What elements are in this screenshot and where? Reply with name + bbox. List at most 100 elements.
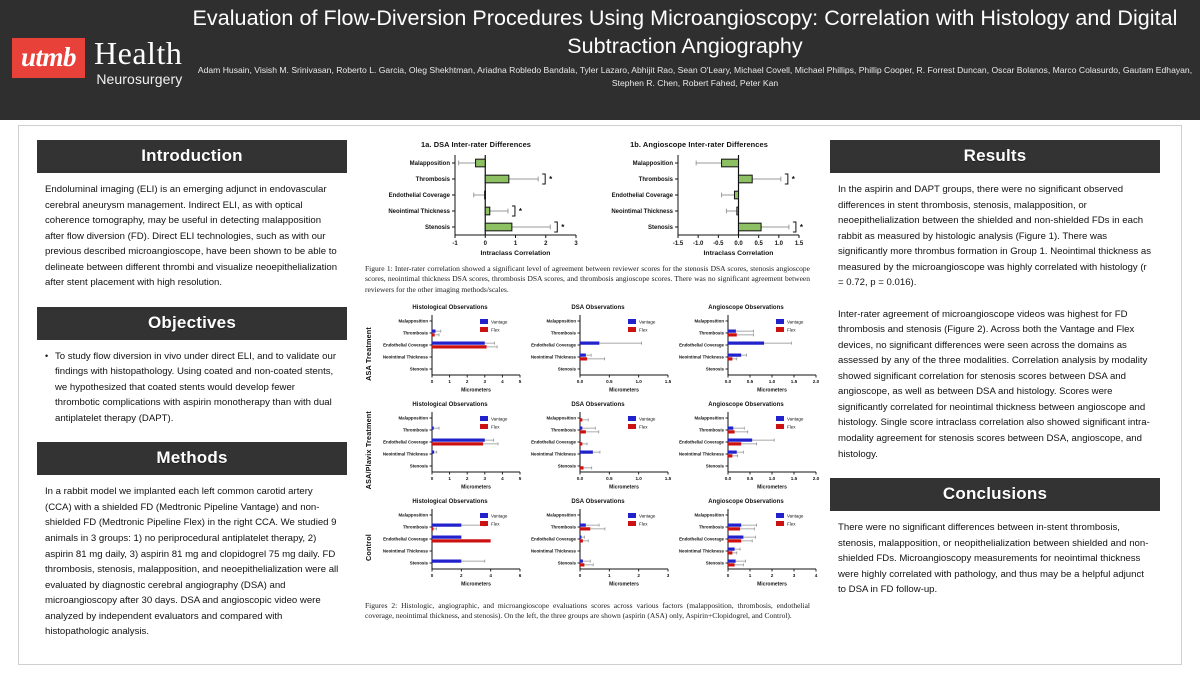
- chart-fig1b: 1b. Angioscope Inter-rater Differences M…: [592, 140, 807, 259]
- svg-text:Flex: Flex: [491, 328, 500, 333]
- section-body-results-p2: Inter-rater agreement of microangioscope…: [838, 308, 1150, 460]
- svg-text:Malapposition: Malapposition: [546, 416, 576, 421]
- svg-text:Flex: Flex: [787, 328, 796, 333]
- svg-text:Stenosis: Stenosis: [410, 561, 429, 566]
- svg-text:Micrometers: Micrometers: [609, 582, 639, 588]
- svg-text:2.0: 2.0: [813, 379, 820, 384]
- svg-text:Stenosis: Stenosis: [558, 464, 577, 469]
- svg-text:Flex: Flex: [787, 522, 796, 527]
- svg-text:Intraclass Correlation: Intraclass Correlation: [703, 250, 773, 257]
- svg-text:3: 3: [574, 241, 578, 247]
- chart-svg-control-dsa: Malapposition Thrombosis Endothelial Cover…: [531, 509, 670, 588]
- chart-svg-asaplavix-histological: Malapposition Thrombosis Endothelial Cover…: [383, 412, 522, 491]
- chart-svg-asaplavix-angioscope: Malapposition Thrombosis Endothelial Cover…: [679, 412, 820, 491]
- figure2-row-asaplavix: ASA/Plavix Treatment Histological Observ…: [361, 402, 820, 499]
- svg-text:0.5: 0.5: [606, 379, 613, 384]
- svg-text:0.0: 0.0: [734, 241, 743, 247]
- svg-text:*: *: [561, 223, 565, 232]
- svg-text:2: 2: [771, 573, 774, 578]
- svg-text:0: 0: [579, 573, 582, 578]
- chart-title-asa-dsa: DSA Observations: [571, 305, 625, 312]
- svg-text:Endothelial Coverage: Endothelial Coverage: [383, 343, 428, 348]
- svg-text:1.5: 1.5: [791, 379, 798, 384]
- svg-text:Malapposition: Malapposition: [694, 513, 724, 518]
- svg-text:Endothelial Coverage: Endothelial Coverage: [383, 440, 428, 445]
- svg-text:Thrombosis: Thrombosis: [403, 331, 429, 336]
- poster-header: utmb Health Neurosurgery Evaluation of F…: [0, 0, 1200, 120]
- row-label-control-text: Control: [364, 534, 373, 561]
- svg-text:1.0: 1.0: [635, 476, 642, 481]
- svg-text:1.0: 1.0: [774, 241, 783, 247]
- chart-cell-asaplavix-histological: Histological Observations Malapposition T…: [376, 402, 524, 499]
- svg-text:0.0: 0.0: [577, 476, 584, 481]
- svg-text:1.5: 1.5: [791, 476, 798, 481]
- row-label-asaplavix: ASA/Plavix Treatment: [361, 402, 376, 499]
- row-label-asaplavix-text: ASA/Plavix Treatment: [364, 411, 373, 490]
- svg-text:-0.5: -0.5: [713, 241, 724, 247]
- svg-text:Flex: Flex: [639, 425, 648, 430]
- svg-text:Flex: Flex: [639, 328, 648, 333]
- svg-text:Endothelial Coverage: Endothelial Coverage: [383, 537, 428, 542]
- svg-text:1: 1: [749, 573, 752, 578]
- chart-svg-control-angioscope: Malapposition Thrombosis Endothelial Cover…: [679, 509, 818, 588]
- section-heading-introduction: Introduction: [37, 140, 347, 173]
- svg-text:-1: -1: [452, 241, 458, 247]
- svg-text:0.0: 0.0: [725, 476, 732, 481]
- svg-text:Micrometers: Micrometers: [757, 582, 787, 588]
- svg-text:1.5: 1.5: [794, 241, 803, 247]
- svg-text:0.0: 0.0: [725, 379, 732, 384]
- chart-title-control-histological: Histological Observations: [412, 499, 488, 506]
- svg-text:Stenosis: Stenosis: [410, 367, 429, 372]
- chart-svg-asa-angioscope: Malapposition Thrombosis Endothelial Cover…: [679, 315, 820, 394]
- svg-text:Endothelial Coverage: Endothelial Coverage: [679, 343, 724, 348]
- svg-text:Endothelial Coverage: Endothelial Coverage: [388, 193, 450, 199]
- svg-text:Neointimal Thickness: Neointimal Thickness: [679, 452, 725, 457]
- logo-department-label: Neurosurgery: [96, 71, 183, 88]
- svg-text:1.0: 1.0: [769, 379, 776, 384]
- svg-text:Stenosis: Stenosis: [424, 225, 450, 231]
- svg-text:-1.0: -1.0: [692, 241, 703, 247]
- figure1-charts: 1a. DSA Inter-rater Differences Malappos…: [361, 140, 814, 259]
- figure2-grid: ASA Treatment Histological Observations …: [361, 305, 820, 596]
- section-heading-results: Results: [830, 140, 1160, 173]
- page-title: Evaluation of Flow-Diversion Procedures …: [192, 6, 1178, 59]
- svg-text:Vantage: Vantage: [491, 514, 508, 519]
- chart-cell-asa-dsa: DSA Observations Malapposition Thrombosis…: [524, 305, 672, 402]
- svg-text:Thrombosis: Thrombosis: [403, 525, 429, 530]
- svg-text:2: 2: [466, 476, 469, 481]
- section-body-methods: In a rabbit model we implanted each left…: [45, 486, 339, 638]
- chart-svg-fig1b: Malapposition Thrombosis * Endothelial Cove…: [611, 155, 803, 257]
- section-body-introduction: Endoluminal imaging (ELI) is an emerging…: [45, 184, 338, 289]
- utmb-logo: utmb Health Neurosurgery: [12, 37, 183, 88]
- section-heading-conclusions: Conclusions: [830, 478, 1160, 512]
- svg-text:Malapposition: Malapposition: [694, 416, 724, 421]
- svg-text:Stenosis: Stenosis: [706, 367, 725, 372]
- svg-text:Thrombosis: Thrombosis: [415, 177, 450, 183]
- figure2-row-control: Control Histological Observations Malapp…: [361, 499, 818, 596]
- svg-text:Flex: Flex: [787, 425, 796, 430]
- chart-svg-fig1a: Malapposition Thrombosis * Endothelial Cove…: [388, 155, 578, 257]
- svg-text:Neointimal Thickness: Neointimal Thickness: [388, 209, 450, 215]
- svg-text:*: *: [549, 175, 553, 184]
- chart-cell-asaplavix-angioscope: Angioscope Observations Malapposition Thr…: [672, 402, 820, 499]
- svg-text:Stenosis: Stenosis: [706, 561, 725, 566]
- chart-title-control-angioscope: Angioscope Observations: [708, 499, 784, 506]
- svg-text:Stenosis: Stenosis: [558, 367, 577, 372]
- svg-text:Micrometers: Micrometers: [461, 485, 491, 491]
- svg-text:3: 3: [793, 573, 796, 578]
- chart-fig1a: 1a. DSA Inter-rater Differences Malappos…: [369, 140, 584, 259]
- column-left: Introduction Endoluminal imaging (ELI) i…: [25, 134, 355, 658]
- svg-text:Neointimal Thickness: Neointimal Thickness: [383, 355, 429, 360]
- svg-text:0: 0: [431, 573, 434, 578]
- svg-text:Endothelial Coverage: Endothelial Coverage: [611, 193, 673, 199]
- svg-text:Neointimal Thickness: Neointimal Thickness: [531, 549, 577, 554]
- chart-title-control-dsa: DSA Observations: [571, 499, 625, 506]
- svg-text:Thrombosis: Thrombosis: [699, 525, 725, 530]
- svg-text:Thrombosis: Thrombosis: [551, 525, 577, 530]
- chart-cell-asa-angioscope: Angioscope Observations Malapposition Thr…: [672, 305, 820, 402]
- svg-text:Neointimal Thickness: Neointimal Thickness: [531, 452, 577, 457]
- chart-svg-control-histological: Malapposition Thrombosis Endothelial Cover…: [383, 509, 522, 588]
- figure2-row-asa: ASA Treatment Histological Observations …: [361, 305, 820, 402]
- section-heading-objectives: Objectives: [37, 306, 347, 340]
- svg-text:Micrometers: Micrometers: [609, 485, 639, 491]
